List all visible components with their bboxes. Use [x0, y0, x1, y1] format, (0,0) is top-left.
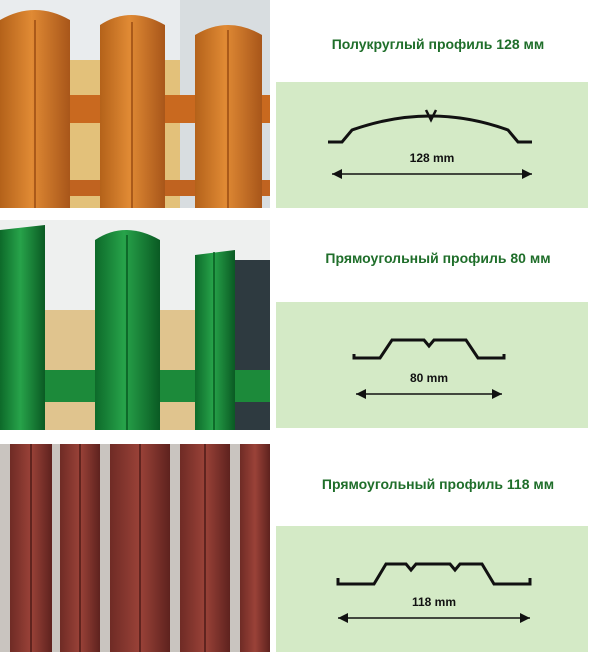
- profile-outline: [352, 338, 506, 360]
- dimension-label: 80 mm: [410, 371, 448, 385]
- profile-outline: [336, 562, 532, 586]
- dimension-label: 128 mm: [410, 151, 455, 165]
- orange-fence-photo: [0, 0, 270, 208]
- section-3-title: Прямоугольный профиль 118 мм: [321, 476, 555, 492]
- profile-panel-2: 80 mm: [276, 302, 588, 428]
- profile-outline: [328, 114, 532, 144]
- brown-fence-photo: [0, 444, 270, 652]
- section-2-title: Прямоугольный профиль 80 мм: [325, 250, 551, 266]
- section-1-title: Полукруглый профиль 128 мм: [331, 36, 545, 52]
- green-fence-photo: [0, 220, 270, 430]
- profile-panel-3: 118 mm: [276, 526, 588, 652]
- profile-panel-1: 128 mm: [276, 82, 588, 208]
- dimension-label: 118 mm: [412, 595, 456, 609]
